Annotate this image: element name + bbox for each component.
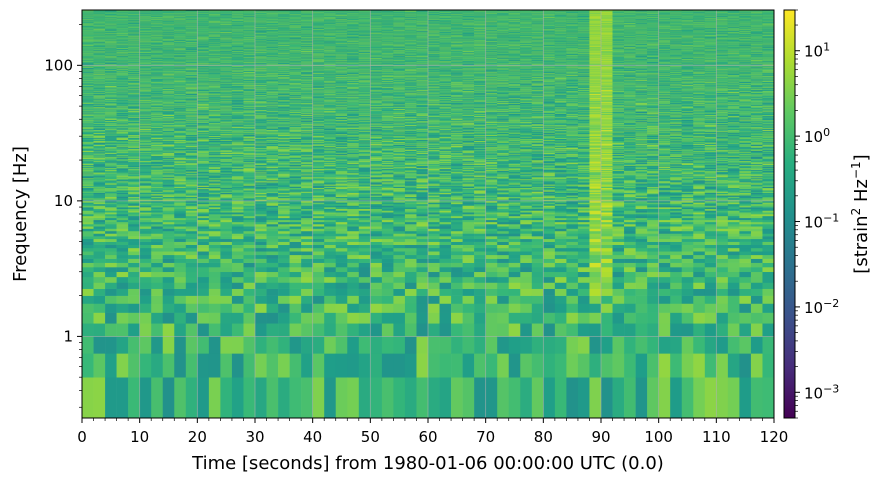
spectrogram-cell [82,245,94,248]
spectrogram-cell [82,212,94,214]
spectrogram-cell [82,214,94,216]
spectrogram-cell [82,267,94,272]
spectrogram-cell [82,209,94,211]
spectrogram-cell [82,216,94,218]
spectrogram-cell [82,296,94,304]
spectrogram-cell [82,251,94,255]
spectrogram-cell [82,313,94,324]
spectrogram-cell [82,218,94,220]
spectrogram-cell [82,233,94,236]
spectrogram-cell [82,263,94,268]
spectrogram-cell [82,236,94,239]
spectrogram-cell [82,272,94,277]
spectrogram-cell [82,226,94,229]
spectrogram-cell [82,282,94,289]
spectrogram-cell [82,353,94,377]
spectrogram-cell [82,222,94,224]
spectrogram-cell [82,239,94,242]
spectrogram-cell [82,224,94,227]
spectrogram-cell [82,231,94,234]
spectrogram-cell [82,207,94,209]
spectrogram-cell [82,289,94,296]
spectrogram-cell [82,323,94,336]
spectrogram-cell [82,248,94,252]
spectrogram-cell [82,336,94,353]
spectrogram-cell [82,303,94,312]
spectrogram-cell [82,255,94,259]
spectrogram-cell [82,259,94,263]
spectrogram-cell [82,242,94,245]
spectrogram-cell [82,277,94,283]
spectrogram-cell [82,220,94,222]
spectrogram-cell [82,229,94,232]
spectrogram-cell [82,377,94,418]
